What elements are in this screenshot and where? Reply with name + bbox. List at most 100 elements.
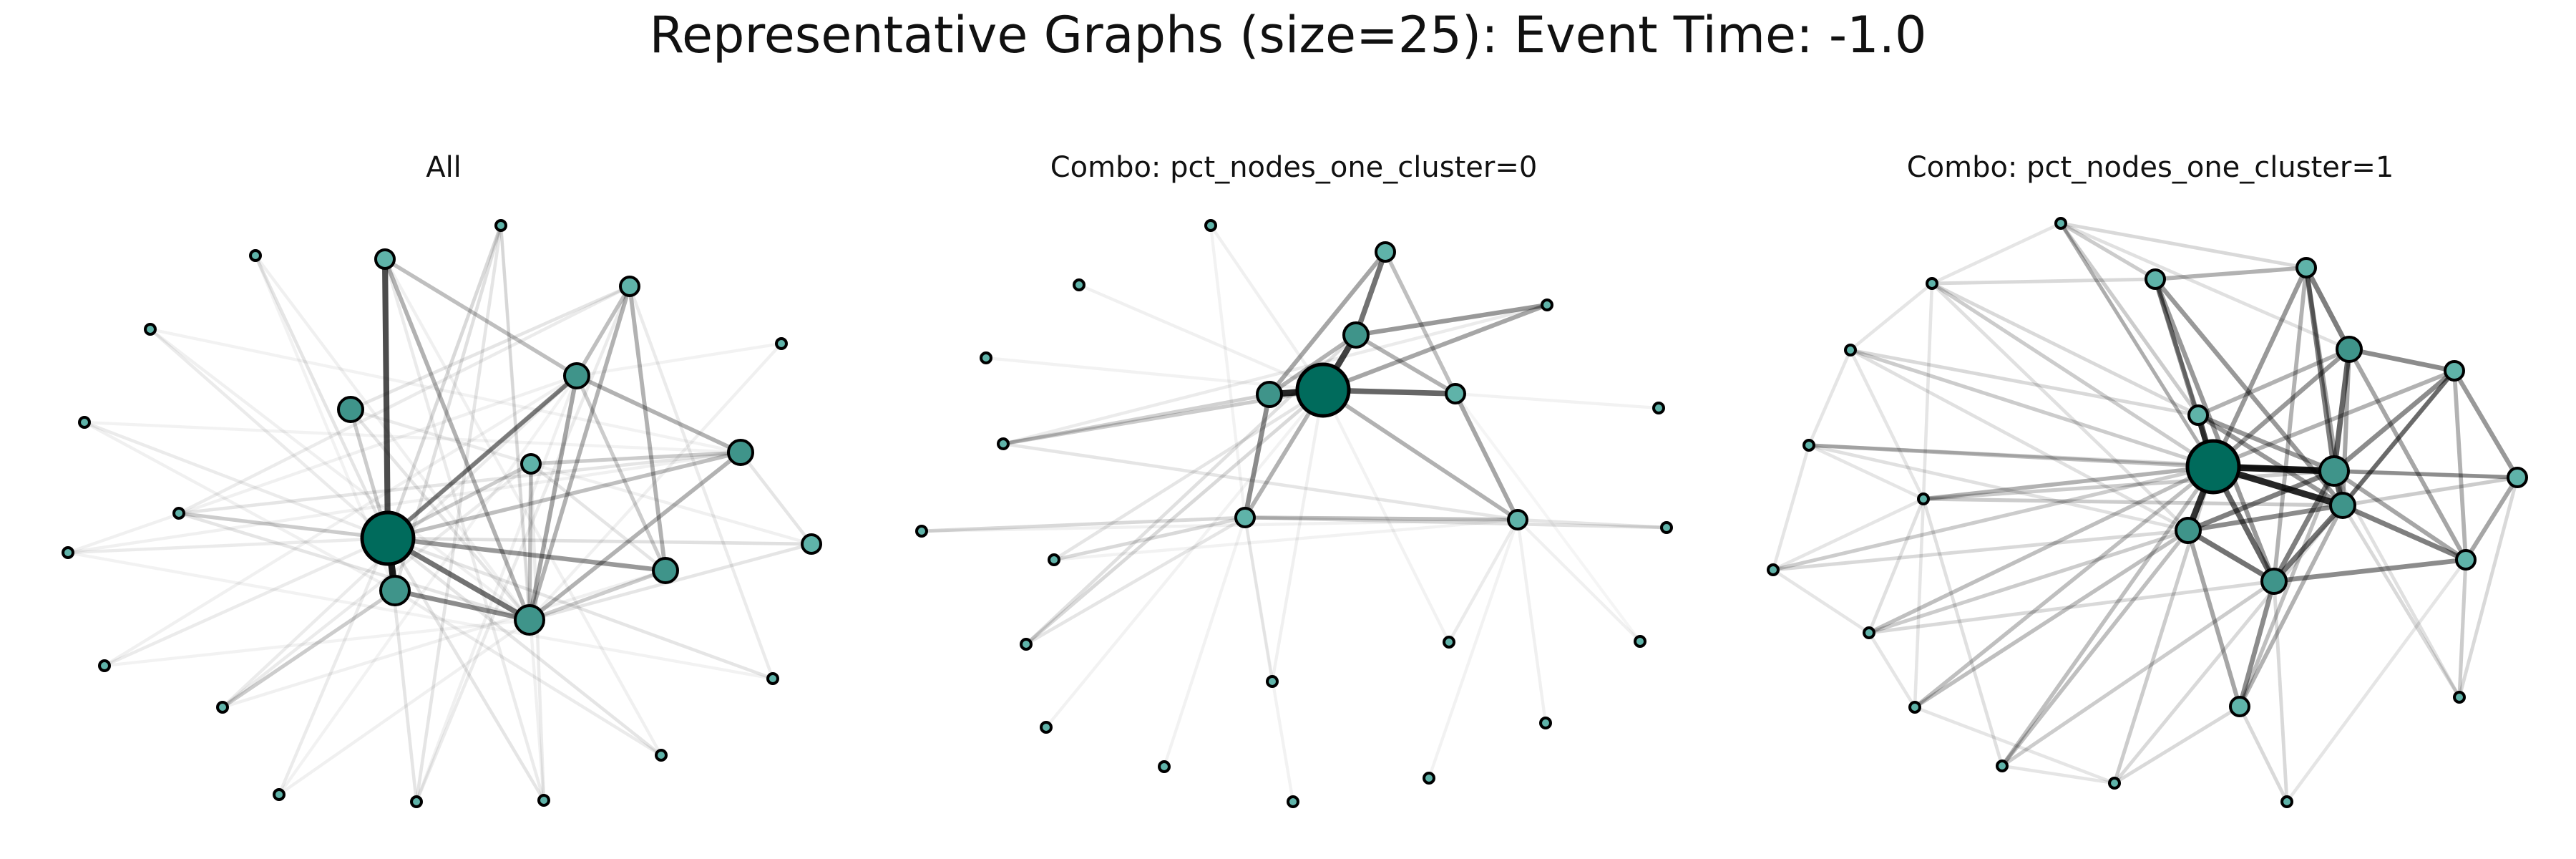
- edge: [575, 374, 668, 573]
- edge: [2285, 558, 2468, 804]
- edge: [919, 515, 1247, 533]
- edge: [348, 407, 533, 466]
- edge: [386, 223, 503, 540]
- edge: [82, 420, 397, 593]
- edge: [82, 420, 390, 540]
- graph-node: [2507, 467, 2528, 488]
- graph-node: [410, 795, 423, 808]
- graph-node: [374, 248, 396, 270]
- edge: [1867, 631, 1917, 709]
- edge: [148, 327, 743, 455]
- edge: [1913, 465, 2215, 709]
- graph-node: [520, 453, 542, 475]
- graph-node: [1256, 381, 1283, 408]
- graph-node: [2187, 404, 2209, 426]
- graph-node: [1375, 241, 1396, 263]
- edge: [386, 536, 546, 802]
- edge: [66, 450, 743, 555]
- edge: [1001, 442, 1520, 522]
- edge: [1243, 515, 1669, 530]
- edge: [348, 284, 632, 412]
- figure-title: Representative Graphs (size=25): Event T…: [649, 6, 1927, 64]
- edge: [386, 536, 775, 681]
- edge: [1930, 281, 2200, 417]
- edge: [2271, 468, 2337, 584]
- edge: [1243, 515, 1295, 804]
- edge: [628, 284, 775, 681]
- edge: [386, 450, 743, 540]
- edge: [2346, 346, 2469, 563]
- edge: [1921, 465, 2215, 501]
- edge: [2332, 469, 2519, 480]
- edge: [527, 568, 668, 622]
- edge: [529, 462, 814, 546]
- edge: [919, 518, 1520, 533]
- graph-node: [1767, 563, 1780, 576]
- edge: [527, 450, 743, 622]
- edge: [383, 257, 663, 757]
- graph-node: [2296, 257, 2317, 278]
- graph-node: [915, 525, 928, 538]
- graph-node: [727, 439, 754, 466]
- graph-node: [1020, 638, 1033, 651]
- edge: [1044, 388, 1325, 729]
- edges-cluster-0: [919, 223, 1669, 804]
- edge: [2331, 368, 2457, 474]
- edge: [2237, 578, 2277, 709]
- edge: [2457, 558, 2468, 699]
- edge: [527, 373, 580, 623]
- edge: [1453, 392, 1661, 410]
- edge: [2000, 579, 2276, 768]
- edge: [1867, 528, 2190, 635]
- edge: [2452, 369, 2468, 562]
- edge: [102, 536, 390, 668]
- edge: [1848, 348, 2215, 469]
- graph-node: [1996, 759, 2009, 772]
- edge: [2238, 503, 2345, 709]
- graph-node: [2054, 217, 2067, 230]
- edge: [2152, 276, 2277, 584]
- edge: [177, 511, 532, 622]
- edge: [1516, 518, 1669, 530]
- graph-node: [1040, 721, 1053, 734]
- edge: [1209, 223, 1325, 392]
- edge: [499, 223, 532, 622]
- edge: [2059, 221, 2215, 469]
- edge: [414, 374, 579, 804]
- hub-node: [2185, 439, 2241, 495]
- edge: [1447, 518, 1520, 644]
- edge: [1516, 518, 1548, 725]
- edge: [2272, 266, 2308, 583]
- edge: [1771, 497, 1926, 572]
- edge: [1921, 469, 2336, 501]
- edge: [575, 284, 632, 378]
- edge: [2112, 465, 2215, 785]
- edge: [1353, 249, 1388, 338]
- edge: [1052, 388, 1325, 562]
- edge: [386, 374, 579, 540]
- graph-node: [775, 337, 788, 350]
- graph-node: [1507, 509, 1528, 530]
- edge: [1353, 302, 1550, 338]
- graph-node: [494, 219, 507, 232]
- graph-node: [1660, 521, 1673, 534]
- edge: [1867, 465, 2215, 635]
- edge: [66, 550, 775, 681]
- edge: [1354, 333, 1458, 396]
- edge: [1848, 348, 2190, 533]
- graph-node: [801, 533, 822, 555]
- hub-node: [360, 510, 416, 566]
- graph-node: [2336, 336, 2363, 363]
- edge: [2331, 346, 2352, 474]
- edge: [2238, 469, 2336, 709]
- edge: [1209, 223, 1247, 520]
- edge: [277, 536, 390, 797]
- edge: [386, 536, 663, 757]
- edge: [1771, 528, 2190, 572]
- edge: [2331, 468, 2469, 563]
- edge: [1427, 518, 1520, 780]
- edge: [277, 374, 579, 797]
- graph-node: [1926, 277, 1938, 290]
- edge: [277, 618, 532, 797]
